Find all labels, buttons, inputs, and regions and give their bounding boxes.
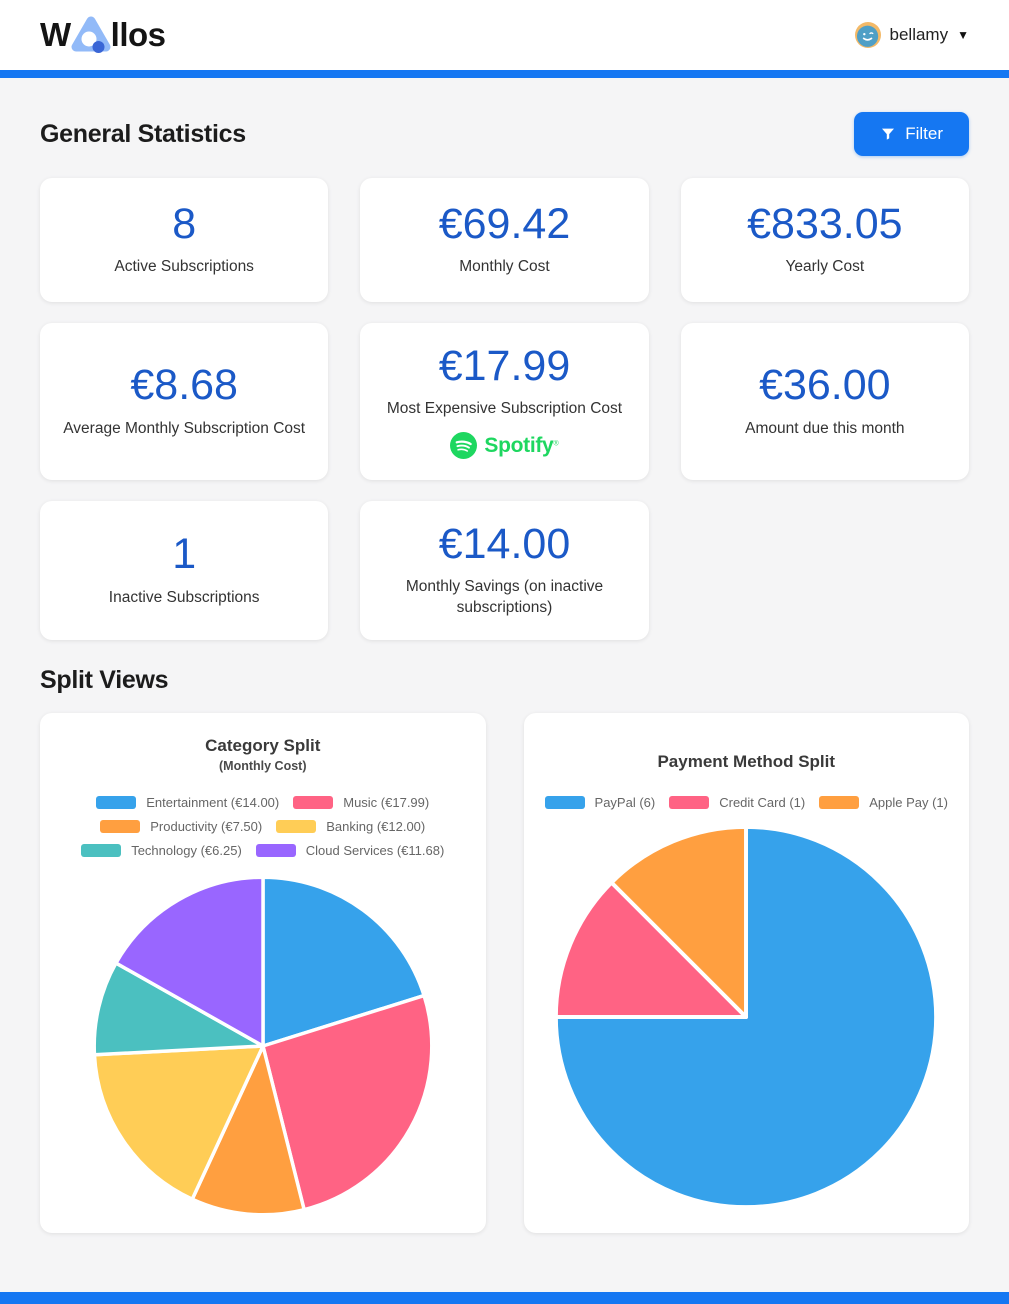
pie-slice[interactable]: [554, 880, 749, 1019]
category-split-card: Category Split (Monthly Cost) Entertainm…: [40, 713, 486, 1233]
legend-item[interactable]: PayPal (6): [544, 795, 656, 810]
funnel-icon: [882, 128, 895, 140]
chart-legend: Entertainment (€14.00) Music (€17.99) Prod…: [63, 795, 463, 858]
legend-item[interactable]: Apple Pay (1): [819, 795, 948, 810]
payment-split-card: Payment Method Split PayPal (6) Credit Ca…: [523, 713, 969, 1233]
pie-slice[interactable]: [190, 1044, 306, 1217]
stat-card-amount-due: €36.00 Amount due this month: [680, 323, 969, 480]
pie-slice[interactable]: [92, 961, 265, 1057]
legend-item[interactable]: Technology (€6.25): [81, 843, 242, 858]
legend-swatch: [544, 796, 585, 809]
legend-swatch: [819, 796, 860, 809]
spotify-icon: [450, 432, 478, 460]
filter-button[interactable]: Filter: [854, 112, 969, 156]
spotify-logo: Spotify®: [450, 432, 559, 460]
stat-card-active-subscriptions: 8 Active Subscriptions: [40, 178, 329, 302]
logo-text-w: W: [40, 16, 71, 53]
pie-slice[interactable]: [114, 875, 265, 1048]
chart-subtitle: (Monthly Cost): [219, 759, 307, 773]
stat-label: Active Subscriptions: [114, 258, 254, 276]
stat-card-most-expensive: €17.99 Most Expensive Subscription Cost …: [360, 323, 649, 480]
legend-item[interactable]: Banking (€12.00): [276, 819, 425, 834]
pie-slice[interactable]: [261, 875, 426, 1048]
stat-label: Yearly Cost: [785, 258, 865, 276]
legend-swatch: [81, 844, 122, 857]
legend-swatch: [96, 796, 137, 809]
legend-label: Productivity (€7.50): [150, 819, 263, 834]
stat-card-monthly-cost: €69.42 Monthly Cost: [360, 178, 649, 302]
pie-slice[interactable]: [609, 824, 749, 1019]
spotify-trademark: ®: [553, 440, 559, 448]
legend-swatch: [669, 796, 710, 809]
stat-label: Most Expensive Subscription Cost: [386, 400, 623, 418]
stats-grid: 8 Active Subscriptions €69.42 Monthly Co…: [40, 178, 969, 640]
user-menu[interactable]: bellamy ▼: [854, 22, 969, 48]
legend-label: Entertainment (€14.00): [146, 795, 280, 810]
stat-label: Monthly Savings (on inactive subscriptio…: [405, 578, 604, 617]
legend-swatch: [276, 820, 317, 833]
stat-card-yearly-cost: €833.05 Yearly Cost: [680, 178, 969, 302]
chart-title: Category Split: [205, 736, 321, 755]
wallos-triangle-icon: [71, 16, 111, 53]
legend-label: Credit Card (1): [719, 795, 806, 810]
legend-swatch: [255, 844, 296, 857]
general-statistics-title: General Statistics: [40, 119, 246, 148]
legend-item[interactable]: Productivity (€7.50): [100, 819, 262, 834]
filter-button-label: Filter: [905, 124, 943, 143]
split-views-title: Split Views: [40, 666, 169, 694]
legend-item[interactable]: Music (€17.99): [293, 795, 429, 810]
stat-label: Monthly Cost: [459, 258, 550, 276]
header: W llos bellamy ▼: [0, 0, 1009, 70]
stat-label: Inactive Subscriptions: [108, 588, 260, 606]
stat-card-average-monthly-cost: €8.68 Average Monthly Subscription Cost: [40, 323, 329, 480]
stat-label: Amount due this month: [745, 419, 905, 437]
charts-grid: Category Split (Monthly Cost) Entertainm…: [40, 713, 969, 1233]
legend-label: Technology (€6.25): [131, 843, 242, 858]
user-avatar: [854, 22, 881, 48]
legend-label: Apple Pay (1): [869, 795, 948, 810]
pie-chart-category[interactable]: [89, 872, 437, 1220]
footer-accent-bar: [0, 1292, 1009, 1304]
spotify-wordmark: Spotify: [484, 434, 554, 458]
stat-card-inactive-subscriptions: 1 Inactive Subscriptions: [40, 501, 329, 640]
stat-value: €36.00: [759, 361, 891, 410]
legend-item[interactable]: Credit Card (1): [669, 795, 805, 810]
legend-item[interactable]: Entertainment (€14.00): [96, 795, 279, 810]
pie-slice[interactable]: [92, 1044, 265, 1201]
legend-swatch: [100, 820, 141, 833]
stat-card-monthly-savings: €14.00 Monthly Savings (on inactive subs…: [360, 501, 649, 640]
logo-text-llos: llos: [110, 16, 166, 53]
stat-value: €8.68: [130, 361, 238, 410]
pie-slice[interactable]: [261, 993, 434, 1212]
stat-value: €14.00: [438, 520, 571, 568]
stat-value: €833.05: [747, 199, 903, 248]
chart-legend: PayPal (6) Credit Card (1) Apple Pay (1): [544, 795, 948, 810]
pie-chart-payment[interactable]: [550, 821, 942, 1213]
stat-value: €17.99: [438, 341, 571, 390]
legend-item[interactable]: Cloud Services (€11.68): [255, 843, 445, 858]
main-content: General Statistics Filter 8 Active Subsc…: [0, 112, 1009, 1233]
legend-label: Cloud Services (€11.68): [305, 843, 445, 858]
legend-label: PayPal (6): [594, 795, 656, 810]
chart-title: Payment Method Split: [657, 752, 836, 771]
stat-value: 8: [172, 199, 197, 248]
legend-label: Music (€17.99): [343, 795, 430, 810]
stat-value: €69.42: [438, 199, 571, 248]
username: bellamy: [889, 25, 949, 44]
legend-swatch: [293, 796, 334, 809]
wallos-logo[interactable]: W llos: [40, 14, 166, 56]
header-accent-bar: [0, 70, 1009, 78]
stat-label: Average Monthly Subscription Cost: [63, 419, 306, 437]
stat-value: 1: [172, 530, 197, 579]
chevron-down-icon: ▼: [957, 28, 969, 42]
legend-label: Banking (€12.00): [326, 819, 426, 834]
